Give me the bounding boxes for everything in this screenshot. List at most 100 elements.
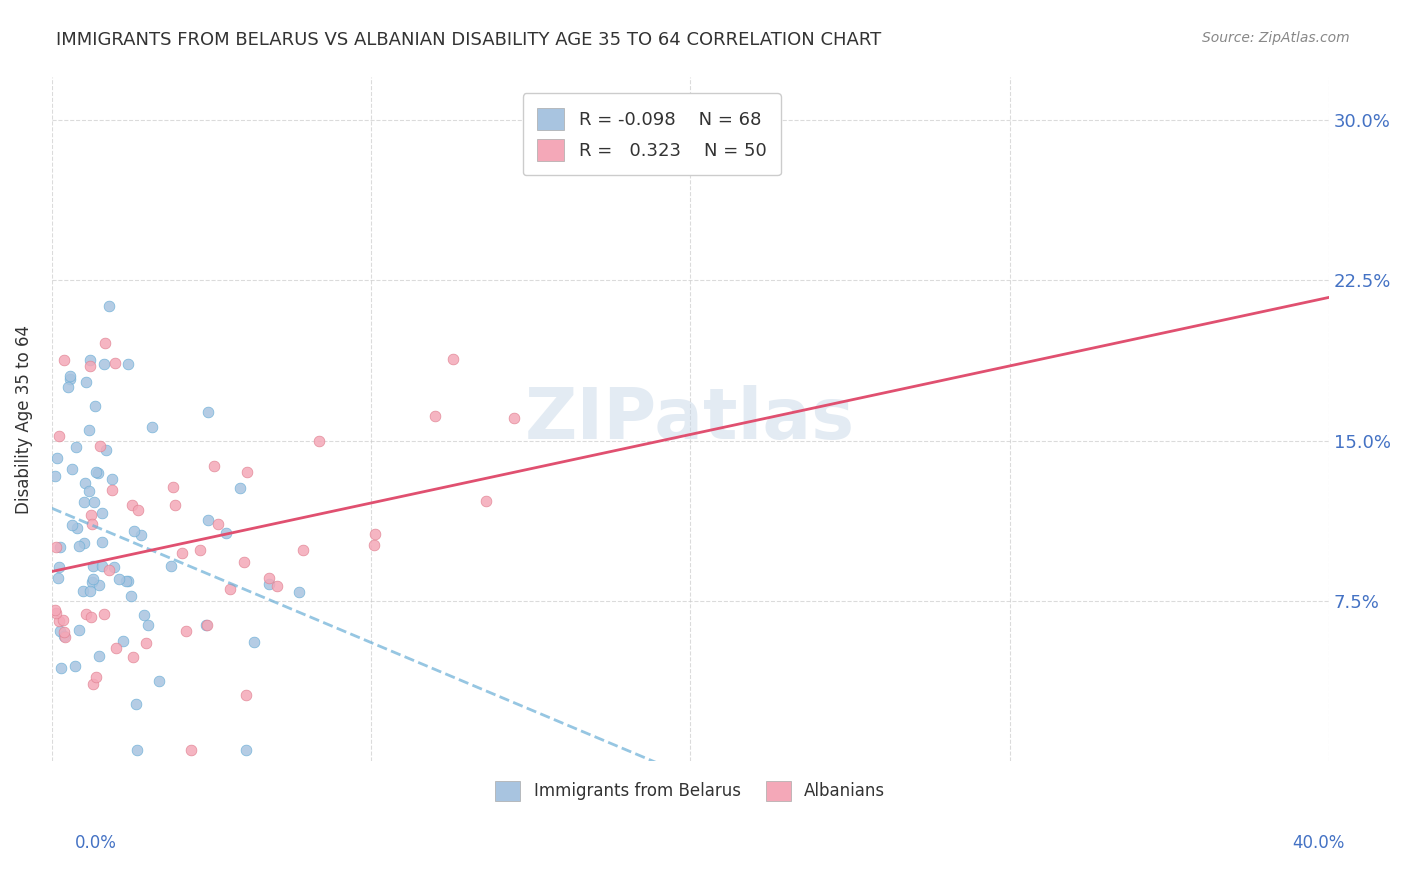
Point: [86, 670, 108, 684]
Point: [160, 558, 183, 573]
Point: [180, 743, 202, 757]
Point: [89, 578, 111, 592]
Point: [125, 698, 148, 712]
Point: [48, 614, 70, 628]
Point: [91, 558, 114, 573]
Point: [117, 574, 139, 589]
Point: [58, 369, 80, 384]
Point: [60, 518, 83, 533]
Y-axis label: Disability Age 35 to 64: Disability Age 35 to 64: [15, 325, 32, 514]
Point: [229, 481, 252, 495]
Point: [87, 466, 110, 480]
Point: [114, 574, 136, 588]
Point: [49, 540, 72, 554]
Point: [235, 688, 257, 702]
Point: [45, 540, 67, 554]
Point: [89, 648, 111, 663]
Text: Source: ZipAtlas.com: Source: ZipAtlas.com: [1202, 31, 1350, 45]
Point: [84, 399, 107, 413]
Point: [79, 352, 101, 367]
Point: [48, 571, 70, 585]
Point: [89, 439, 111, 453]
Point: [82, 558, 104, 573]
Point: [103, 560, 125, 574]
Point: [53, 629, 76, 643]
Point: [72, 584, 94, 599]
Point: [207, 517, 229, 532]
Point: [91, 535, 114, 549]
Point: [100, 483, 122, 497]
Point: [364, 527, 387, 541]
Point: [202, 458, 225, 473]
Point: [49, 661, 72, 675]
Point: [45, 450, 67, 465]
Point: [77, 483, 100, 498]
Point: [257, 577, 280, 591]
Point: [52, 353, 75, 368]
Point: [82, 677, 104, 691]
Legend: Immigrants from Belarus, Albanians: Immigrants from Belarus, Albanians: [482, 767, 898, 814]
Point: [266, 579, 288, 593]
Point: [117, 357, 139, 371]
Point: [82, 516, 104, 531]
Point: [63, 659, 86, 673]
Text: 40.0%: 40.0%: [1292, 834, 1346, 852]
Point: [80, 508, 103, 522]
Point: [138, 618, 160, 632]
Point: [80, 610, 103, 624]
Point: [129, 528, 152, 542]
Point: [141, 420, 163, 434]
Point: [67, 539, 90, 553]
Point: [98, 563, 121, 577]
Point: [77, 423, 100, 437]
Point: [48, 428, 70, 442]
Point: [195, 617, 218, 632]
Point: [93, 607, 115, 622]
Point: [103, 355, 125, 369]
Point: [287, 585, 309, 599]
Point: [101, 472, 124, 486]
Point: [233, 555, 256, 569]
Point: [94, 335, 117, 350]
Point: [257, 570, 280, 584]
Point: [425, 409, 447, 424]
Point: [93, 358, 115, 372]
Point: [80, 574, 103, 589]
Point: [308, 434, 330, 448]
Point: [44, 603, 66, 617]
Point: [135, 635, 157, 649]
Text: ZIPatlas: ZIPatlas: [526, 384, 855, 454]
Point: [75, 607, 97, 621]
Point: [132, 608, 155, 623]
Point: [65, 441, 87, 455]
Point: [48, 559, 70, 574]
Point: [127, 503, 149, 517]
Point: [52, 614, 75, 628]
Point: [66, 521, 89, 535]
Point: [94, 443, 117, 458]
Point: [73, 476, 96, 491]
Point: [503, 410, 526, 425]
Point: [73, 494, 96, 508]
Point: [122, 650, 145, 665]
Point: [242, 635, 264, 649]
Point: [174, 624, 197, 638]
Point: [60, 462, 83, 476]
Point: [56, 379, 79, 393]
Point: [441, 351, 464, 366]
Point: [79, 359, 101, 373]
Point: [219, 582, 242, 596]
Text: IMMIGRANTS FROM BELARUS VS ALBANIAN DISABILITY AGE 35 TO 64 CORRELATION CHART: IMMIGRANTS FROM BELARUS VS ALBANIAN DISA…: [56, 31, 882, 49]
Point: [45, 606, 67, 620]
Point: [197, 405, 219, 419]
Point: [59, 372, 82, 386]
Point: [98, 299, 121, 313]
Point: [52, 625, 75, 640]
Point: [125, 743, 148, 757]
Point: [148, 673, 170, 688]
Point: [190, 543, 212, 558]
Point: [122, 524, 145, 539]
Point: [53, 631, 76, 645]
Point: [91, 506, 114, 520]
Point: [44, 468, 66, 483]
